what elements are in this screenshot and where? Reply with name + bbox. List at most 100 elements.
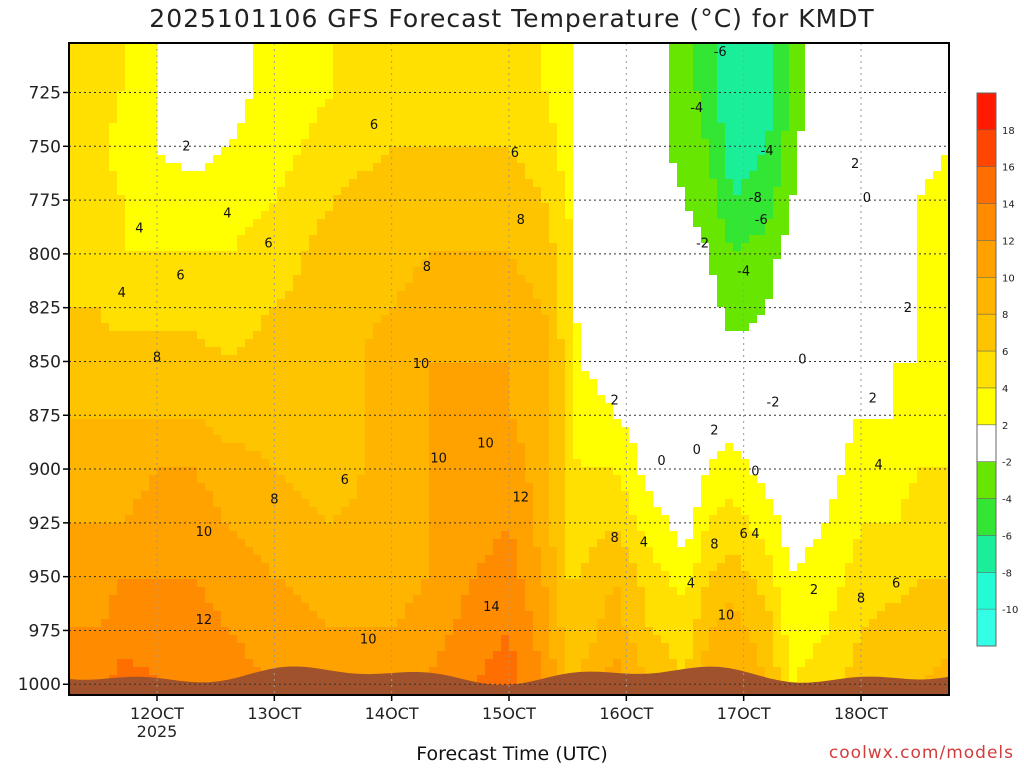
temperature-cell [117, 251, 126, 260]
temperature-cell [461, 475, 470, 484]
temperature-cell [477, 595, 486, 604]
temperature-cell [77, 507, 86, 516]
temperature-cell [333, 43, 342, 52]
temperature-cell [149, 531, 158, 540]
temperature-cell [349, 659, 358, 668]
temperature-cell [261, 435, 270, 444]
temperature-cell [237, 147, 246, 156]
temperature-cell [245, 483, 254, 492]
temperature-cell [381, 347, 390, 356]
temperature-cell [221, 523, 230, 532]
temperature-cell [125, 435, 134, 444]
temperature-cell [141, 51, 150, 60]
temperature-cell [269, 299, 278, 308]
temperature-cell [381, 51, 390, 60]
temperature-cell [413, 211, 422, 220]
temperature-cell [293, 43, 302, 52]
temperature-cell [341, 435, 350, 444]
temperature-cell [317, 443, 326, 452]
temperature-cell [277, 59, 286, 68]
temperature-cell [349, 43, 358, 52]
temperature-cell [181, 451, 190, 460]
temperature-cell [365, 659, 374, 668]
temperature-cell [125, 251, 134, 260]
temperature-cell [109, 235, 118, 244]
temperature-cell [85, 483, 94, 492]
temperature-cell [237, 483, 246, 492]
temperature-cell [165, 155, 174, 164]
temperature-cell [133, 179, 142, 188]
temperature-cell [261, 235, 270, 244]
temperature-cell [341, 467, 350, 476]
temperature-cell [349, 267, 358, 276]
temperature-cell [509, 611, 518, 620]
temperature-cell [237, 595, 246, 604]
temperature-cell [405, 443, 414, 452]
temperature-cell [117, 139, 126, 148]
temperature-cell [349, 211, 358, 220]
temperature-cell [501, 307, 510, 316]
temperature-cell [93, 659, 102, 668]
temperature-cell [469, 587, 478, 596]
temperature-cell [501, 571, 510, 580]
temperature-cell [517, 259, 526, 268]
temperature-cell [237, 403, 246, 412]
temperature-cell [477, 363, 486, 372]
temperature-cell [517, 563, 526, 572]
temperature-cell [477, 283, 486, 292]
temperature-cell [333, 331, 342, 340]
temperature-cell [349, 195, 358, 204]
temperature-cell [189, 603, 198, 612]
temperature-cell [269, 75, 278, 84]
temperature-cell [85, 523, 94, 532]
temperature-cell [85, 451, 94, 460]
temperature-cell [501, 251, 510, 260]
temperature-cell [421, 531, 430, 540]
temperature-cell [373, 99, 382, 108]
temperature-cell [253, 131, 262, 140]
temperature-cell [133, 155, 142, 164]
temperature-cell [317, 51, 326, 60]
temperature-cell [157, 163, 166, 172]
temperature-cell [205, 371, 214, 380]
temperature-cell [157, 179, 166, 188]
temperature-cell [445, 427, 454, 436]
temperature-cell [109, 459, 118, 468]
temperature-cell [365, 483, 374, 492]
temperature-cell [429, 219, 438, 228]
temperature-cell [373, 571, 382, 580]
temperature-cell [253, 139, 262, 148]
temperature-cell [229, 643, 238, 652]
temperature-cell [309, 195, 318, 204]
temperature-cell [309, 379, 318, 388]
temperature-cell [357, 627, 366, 636]
temperature-cell [477, 523, 486, 532]
temperature-cell [109, 163, 118, 172]
temperature-cell [309, 507, 318, 516]
temperature-cell [133, 91, 142, 100]
temperature-cell [101, 339, 110, 348]
temperature-cell [509, 483, 518, 492]
temperature-cell [245, 603, 254, 612]
temperature-cell [69, 339, 78, 348]
temperature-cell [461, 507, 470, 516]
temperature-cell [293, 491, 302, 500]
temperature-cell [517, 667, 526, 676]
temperature-cell [269, 587, 278, 596]
temperature-cell [205, 251, 214, 260]
temperature-cell [501, 75, 510, 84]
temperature-cell [469, 211, 478, 220]
temperature-cell [397, 203, 406, 212]
temperature-cell [397, 147, 406, 156]
temperature-cell [221, 259, 230, 268]
temperature-cell [317, 571, 326, 580]
temperature-cell [333, 619, 342, 628]
temperature-cell [301, 427, 310, 436]
temperature-cell [525, 579, 534, 588]
temperature-cell [317, 659, 326, 668]
temperature-cell [149, 363, 158, 372]
temperature-cell [237, 563, 246, 572]
temperature-cell [413, 75, 422, 84]
temperature-cell [189, 467, 198, 476]
temperature-cell [117, 371, 126, 380]
